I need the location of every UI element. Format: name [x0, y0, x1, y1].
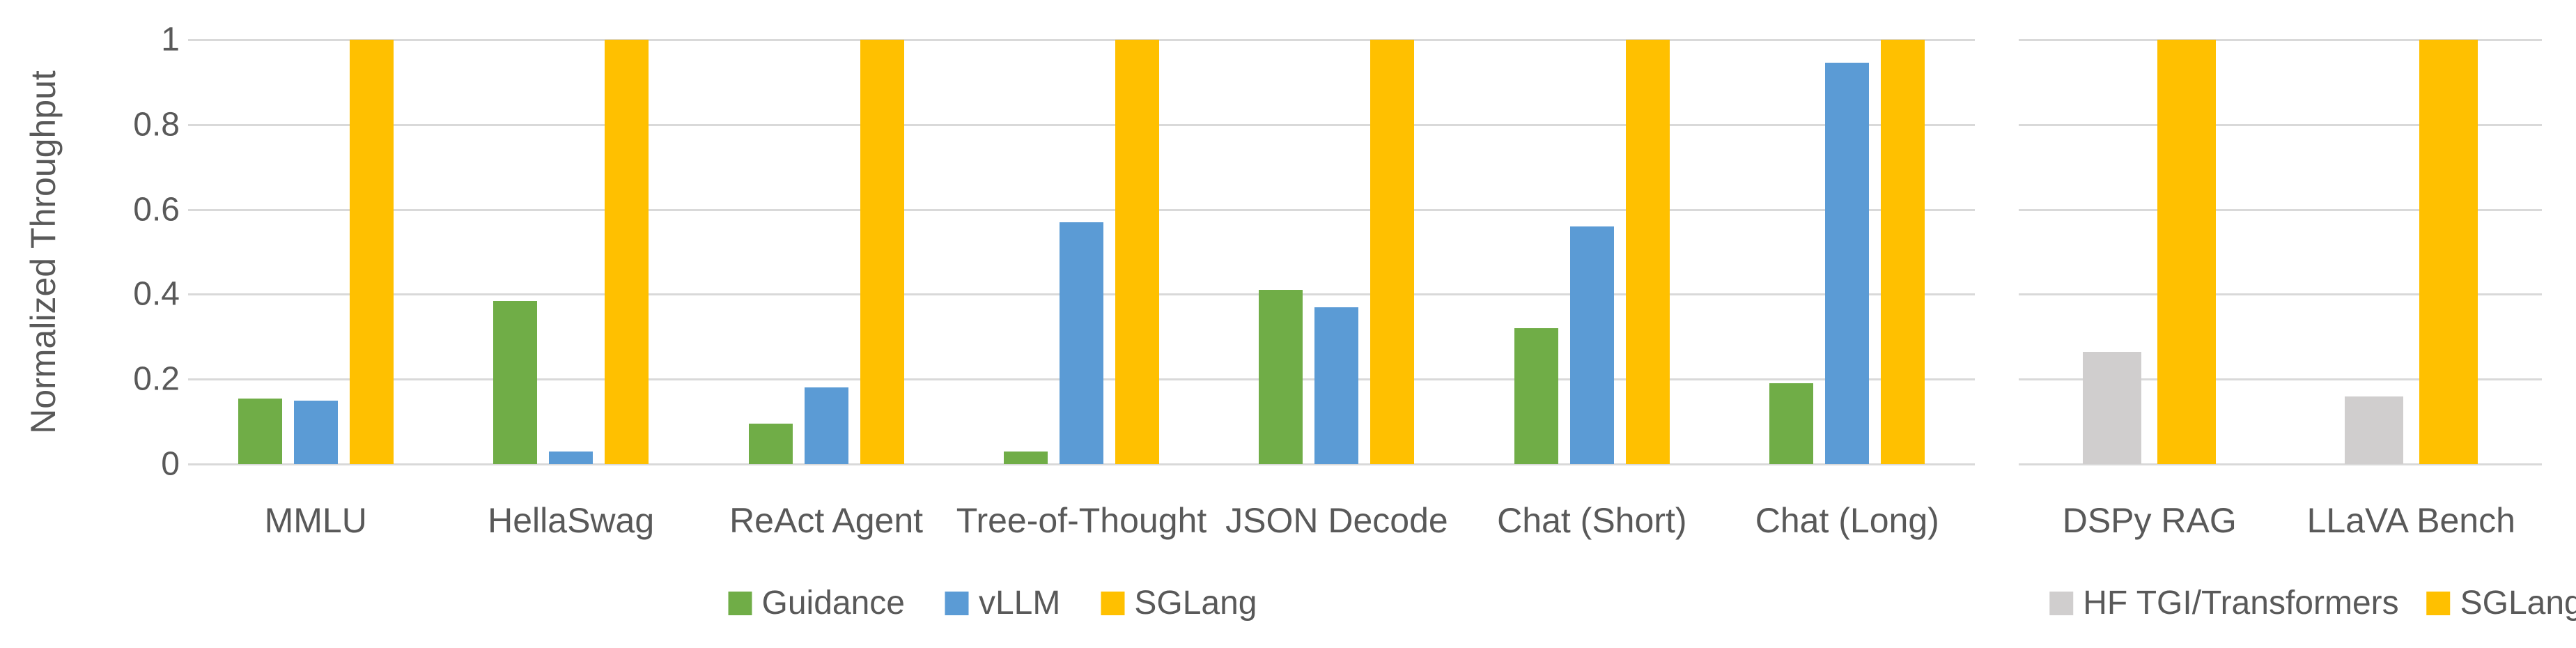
bar-guidance — [1259, 290, 1303, 464]
y-tick-label: 0.6 — [133, 191, 180, 229]
bar-sglang — [349, 40, 394, 464]
y-axis-title: Normalized Throughput — [24, 70, 63, 434]
bar-guidance — [1769, 383, 1814, 464]
bar-hf-tgi-transformers — [2344, 396, 2403, 464]
legend-item: SGLang — [1101, 584, 1257, 622]
legend-label: SGLang — [2460, 585, 2576, 622]
x-category-label: MMLU — [264, 501, 367, 540]
legend-item: vLLM — [945, 584, 1060, 622]
bar-sglang — [1881, 40, 1925, 464]
x-category-label: Tree-of-Thought — [956, 501, 1207, 540]
gridline — [2019, 39, 2542, 41]
legend-item: Guidance — [728, 584, 905, 622]
x-category-label: LLaVA Bench — [2306, 501, 2515, 540]
x-category-label: ReAct Agent — [729, 501, 924, 540]
bar-vllm — [1060, 222, 1103, 464]
x-category-label: JSON Decode — [1225, 501, 1448, 540]
bar-sglang — [2157, 40, 2217, 464]
bar-guidance — [1514, 328, 1558, 464]
y-tick-label: 0 — [161, 445, 180, 483]
bar-guidance — [748, 424, 793, 464]
bar-guidance — [1004, 451, 1048, 464]
legend-swatch-icon — [1101, 591, 1125, 615]
x-category-label: DSPy RAG — [2062, 501, 2237, 540]
bar-vllm — [1314, 307, 1359, 464]
bar-sglang — [2419, 40, 2478, 464]
bar-guidance — [238, 398, 282, 464]
bar-sglang — [1370, 40, 1415, 464]
bar-guidance — [493, 300, 538, 464]
gridline — [2019, 293, 2542, 296]
gridline — [188, 208, 1975, 211]
bar-hf-tgi-transformers — [2083, 351, 2142, 464]
bar-vllm — [1569, 226, 1614, 464]
legend-label: SGLang — [1134, 585, 1257, 622]
gridline — [2019, 208, 2542, 211]
legend-swatch-icon — [2426, 591, 2451, 615]
legend-item: HF TGI/Transformers — [2049, 584, 2399, 622]
gridline — [188, 39, 1975, 41]
y-tick-label: 1 — [161, 21, 180, 59]
bar-vllm — [804, 387, 848, 464]
x-category-label: Chat (Long) — [1755, 501, 1939, 540]
bar-vllm — [293, 400, 338, 464]
y-tick-label: 0.4 — [133, 275, 180, 313]
legend-swatch-icon — [728, 591, 752, 615]
gridline — [2019, 123, 2542, 126]
bar-vllm — [1825, 63, 1870, 464]
gridline — [188, 123, 1975, 126]
y-tick-label: 0.2 — [133, 360, 180, 398]
bar-sglang — [605, 40, 649, 464]
x-category-label: HellaSwag — [488, 501, 655, 540]
legend-label: Guidance — [761, 585, 905, 622]
legend-swatch-icon — [2049, 591, 2074, 615]
gridline — [2019, 463, 2542, 465]
gridline — [2019, 378, 2542, 381]
bar-sglang — [860, 40, 904, 464]
right-legend: HF TGI/Transformers SGLang — [2049, 584, 2576, 622]
bar-vllm — [549, 451, 593, 464]
left-legend: Guidance vLLM SGLang — [728, 584, 1257, 622]
bar-sglang — [1625, 40, 1670, 464]
gridline — [188, 463, 1975, 465]
x-category-label: Chat (Short) — [1497, 501, 1687, 540]
legend-label: vLLM — [978, 585, 1061, 622]
legend-swatch-icon — [945, 591, 969, 615]
legend-item: SGLang — [2426, 584, 2576, 622]
legend-label: HF TGI/Transformers — [2083, 585, 2399, 622]
y-tick-label: 0.8 — [133, 106, 180, 144]
bar-sglang — [1115, 40, 1159, 464]
